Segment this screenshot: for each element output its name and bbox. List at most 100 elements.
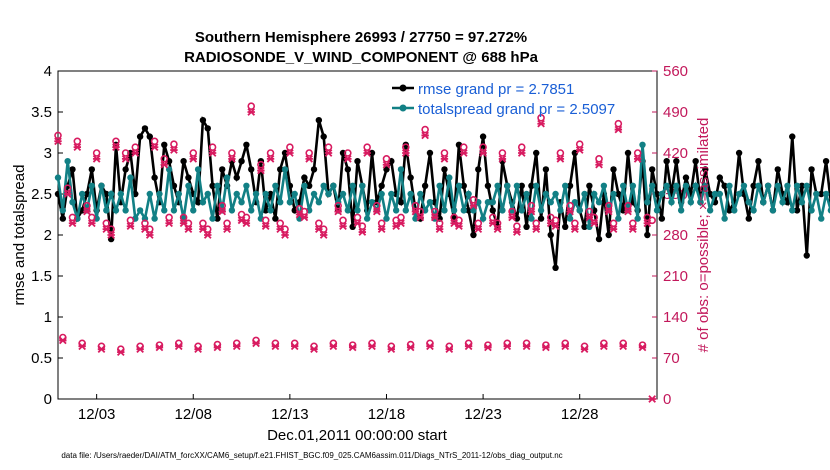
data-point (330, 182, 337, 189)
possible-marker (121, 149, 130, 157)
legend-spread-marker (399, 104, 407, 112)
assimilated-marker (131, 149, 140, 157)
data-point (673, 158, 680, 165)
data-point (615, 215, 622, 222)
data-point (552, 264, 559, 271)
data-point (760, 199, 767, 206)
data-point (789, 133, 796, 140)
y2-tick-label: 210 (663, 268, 688, 285)
data-point (151, 215, 158, 222)
data-point (702, 182, 709, 189)
assimilated-marker (344, 155, 352, 163)
assimilated-marker (300, 213, 309, 222)
x-axis: 12/03 12/08 12/13 12/18 12/23 12/28 (78, 394, 598, 423)
possible-marker (353, 213, 362, 222)
assimilated-marker (648, 395, 657, 403)
data-point (209, 182, 216, 189)
data-point (494, 182, 501, 189)
data-point (644, 231, 651, 239)
possible-marker (73, 137, 82, 146)
data-point (784, 182, 791, 189)
possible-marker (112, 137, 120, 146)
data-point (808, 207, 815, 214)
data-point (344, 166, 352, 173)
assimilated-marker (266, 155, 275, 163)
assimilated-marker (358, 228, 367, 236)
data-point (388, 190, 395, 198)
possible-marker (624, 201, 632, 210)
possible-marker (517, 143, 526, 151)
possible-marker (469, 196, 478, 204)
possible-marker (199, 219, 207, 228)
possible-marker (430, 207, 439, 216)
data-point (789, 207, 796, 214)
data-point (228, 207, 236, 214)
possible-marker (629, 219, 637, 228)
assimilated-marker (242, 219, 251, 228)
data-point (378, 190, 385, 198)
y-tick-label: 0.5 (31, 350, 52, 367)
assimilated-marker (324, 149, 333, 157)
assimilated-marker (614, 125, 623, 134)
assimilated-marker (68, 219, 77, 228)
assimilated-marker (286, 149, 294, 157)
assimilated-marker (624, 207, 632, 216)
possible-marker (382, 155, 391, 163)
data-point (677, 207, 685, 214)
assimilated-marker (377, 225, 386, 233)
data-point (489, 199, 496, 206)
possible-marker (247, 102, 256, 110)
data-point (64, 158, 71, 165)
y-tick-label: 1 (44, 309, 52, 326)
assimilated-marker (633, 155, 642, 163)
assimilated-marker (92, 155, 101, 163)
data-point (194, 199, 202, 206)
assimilated-marker (232, 342, 241, 351)
data-point (286, 199, 294, 206)
data-point (552, 190, 559, 198)
x-tick-label: 12/18 (368, 406, 406, 423)
assimilated-marker (271, 342, 280, 351)
assimilated-marker (498, 155, 507, 163)
data-point (706, 190, 714, 198)
y-tick-label: 2 (44, 227, 52, 244)
data-point (407, 190, 414, 198)
possible-marker (571, 219, 579, 228)
data-point (446, 174, 453, 181)
data-point (78, 190, 86, 198)
data-point (194, 166, 202, 173)
assimilated-marker (339, 222, 347, 231)
data-point (716, 190, 723, 198)
assimilated-marker (126, 222, 135, 231)
possible-marker (276, 219, 285, 228)
data-point (774, 166, 781, 173)
data-point (731, 207, 738, 214)
data-point (209, 215, 216, 222)
assimilated-marker (223, 225, 231, 233)
data-point (735, 190, 743, 198)
assimilated-marker (566, 207, 574, 216)
data-point (813, 190, 820, 198)
data-point (687, 199, 695, 206)
data-point (122, 207, 129, 214)
assimilated-marker (136, 345, 144, 354)
data-point (315, 199, 323, 206)
data-point (185, 182, 192, 189)
assimilated-marker (561, 342, 570, 351)
data-point (219, 166, 226, 173)
assimilated-marker (484, 343, 492, 352)
data-point (368, 149, 376, 157)
data-point (378, 182, 385, 189)
data-point (267, 207, 274, 214)
data-point (349, 182, 356, 189)
assimilated-marker (372, 207, 381, 216)
possible-marker (54, 131, 62, 140)
data-point (214, 215, 221, 222)
data-point (199, 117, 207, 124)
data-point (281, 166, 289, 173)
data-point (528, 182, 535, 189)
data-point (663, 182, 670, 189)
assimilated-marker (83, 207, 91, 216)
assimilated-marker (353, 219, 362, 228)
